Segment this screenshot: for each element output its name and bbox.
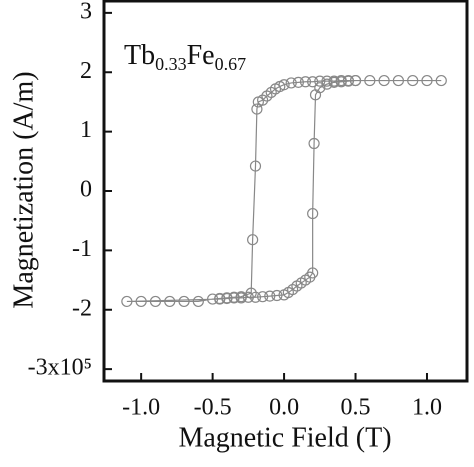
data-point — [221, 292, 233, 305]
data-point — [257, 291, 269, 303]
data-point — [251, 103, 263, 115]
annotation-part: 0.67 — [215, 54, 247, 74]
data-point — [121, 295, 133, 308]
data-point — [321, 75, 333, 87]
data-point — [235, 292, 247, 304]
x-tick-label: 1.0 — [412, 395, 442, 421]
data-point — [192, 295, 204, 308]
x-tick-label: -0.5 — [194, 395, 232, 421]
annotation-part: Fe — [187, 40, 215, 71]
y-tick-label: 2 — [80, 58, 92, 84]
data-point — [335, 76, 347, 88]
y-axis-label: Magnetization (A/m) — [8, 71, 39, 308]
data-point — [242, 291, 254, 303]
data-point — [364, 74, 376, 87]
annotation-part: Tb — [124, 40, 155, 71]
data-point — [328, 76, 340, 88]
data-point — [271, 289, 283, 302]
data-point — [252, 96, 264, 108]
data-point — [164, 295, 176, 308]
y-tick-label: 0 — [80, 177, 92, 203]
data-point — [342, 75, 354, 87]
data-point — [149, 295, 162, 308]
data-point — [264, 290, 276, 302]
data-point — [308, 137, 320, 150]
data-point — [421, 74, 433, 87]
y-tick-label: -3x10⁵ — [28, 355, 92, 381]
data-point — [261, 90, 273, 102]
data-point — [247, 234, 259, 246]
data-point — [307, 267, 319, 279]
data-point — [299, 76, 312, 88]
data-point — [292, 76, 304, 88]
x-tick-label: 0.0 — [269, 395, 299, 421]
data-point — [314, 82, 326, 94]
data-point — [349, 74, 362, 87]
y-tick-label: 3 — [80, 0, 92, 24]
data-point — [285, 77, 297, 89]
y-tick-label: -2 — [72, 295, 92, 321]
x-axis-label: Magnetic Field (T) — [178, 422, 391, 453]
data-line — [126, 79, 442, 303]
data-point — [392, 74, 405, 87]
data-point — [249, 160, 262, 172]
data-point — [207, 293, 219, 305]
data-point — [249, 291, 262, 303]
x-tick-label: 0.5 — [341, 395, 371, 421]
data-point — [307, 76, 319, 88]
annotation: Tb0.33Fe0.67 — [124, 40, 246, 74]
data-point — [307, 207, 319, 220]
data-point — [135, 295, 147, 308]
data-point — [214, 293, 226, 305]
data-point — [407, 74, 419, 87]
y-tick-label: 1 — [80, 117, 92, 143]
annotation-part: 0.33 — [155, 54, 187, 74]
data-point — [178, 295, 190, 308]
y-tick-label: -1 — [72, 236, 92, 262]
x-tick-label: -1.0 — [122, 395, 160, 421]
data-point — [228, 292, 240, 304]
data-point — [314, 75, 326, 87]
data-point — [378, 74, 390, 87]
data-point — [435, 74, 447, 87]
data-point — [321, 78, 333, 90]
